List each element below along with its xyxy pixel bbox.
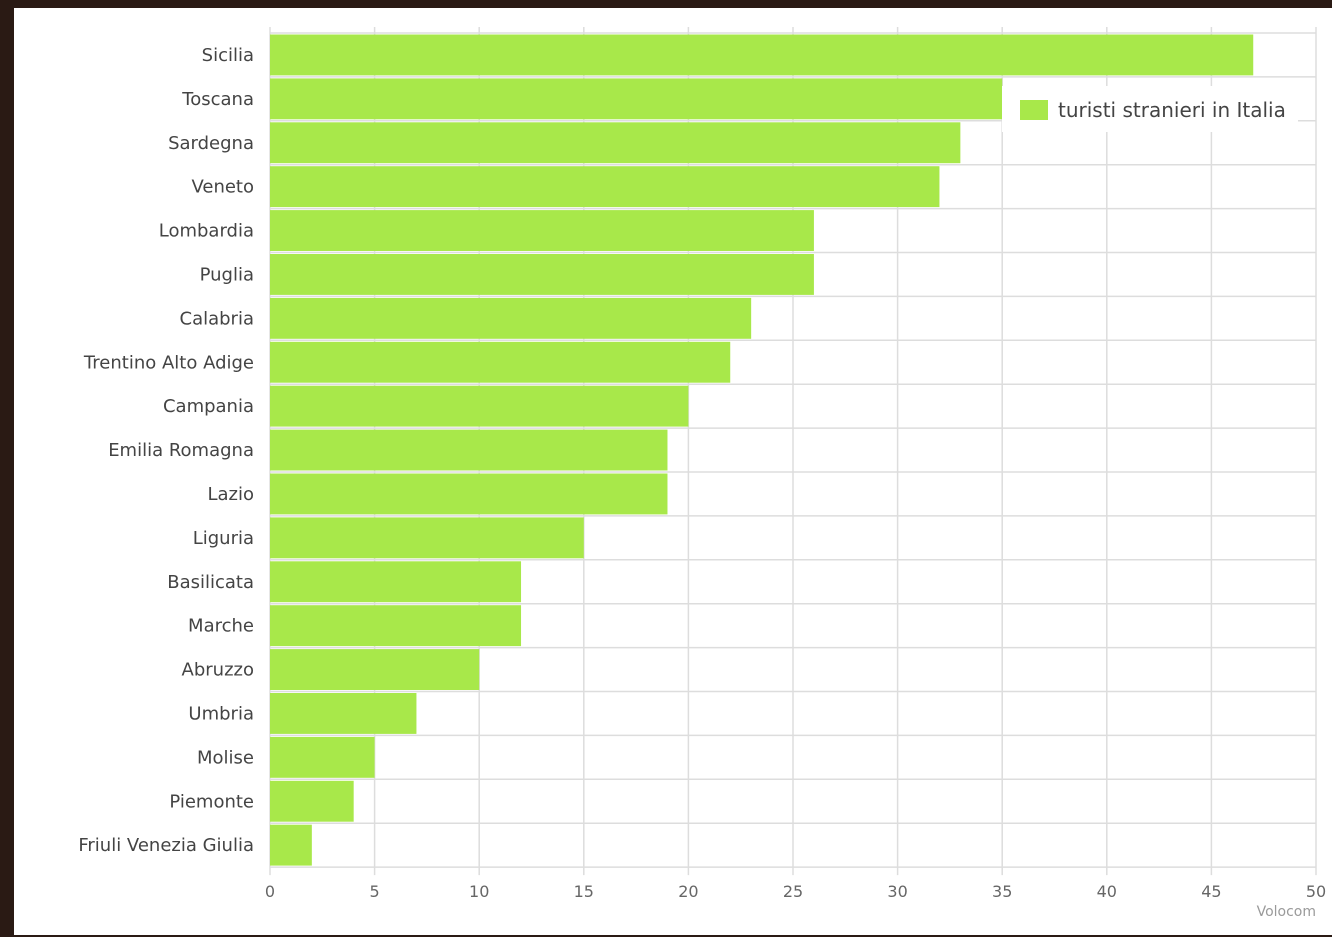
category-label: Liguria: [193, 528, 254, 549]
category-label: Trentino Alto Adige: [83, 352, 254, 373]
category-label: Emilia Romagna: [108, 440, 254, 461]
category-label: Veneto: [191, 177, 254, 198]
x-tick-label: 40: [1097, 882, 1117, 901]
bar: [270, 341, 731, 383]
category-label: Friuli Venezia Giulia: [78, 835, 254, 856]
bar: [270, 429, 668, 471]
x-tick-label: 20: [678, 882, 698, 901]
chart-frame: Sicilia Toscana Sardegna Veneto Lombardia Pug…: [14, 8, 1332, 935]
x-tick-label: 0: [265, 882, 275, 901]
bar: [270, 34, 1254, 76]
bar: [270, 385, 689, 427]
category-label: Sicilia: [202, 45, 254, 66]
category-label: Umbria: [188, 703, 254, 724]
bar: [270, 78, 1003, 120]
category-label: Piemonte: [169, 791, 254, 812]
category-label: Molise: [197, 747, 254, 768]
bar: [270, 780, 354, 822]
category-label: Campania: [163, 396, 254, 417]
category-label: Puglia: [200, 264, 254, 285]
category-label: Basilicata: [167, 572, 254, 593]
category-label: Lombardia: [159, 221, 254, 242]
x-tick-label: 15: [574, 882, 594, 901]
bar: [270, 824, 312, 866]
category-label: Sardegna: [168, 133, 254, 154]
category-labels: Sicilia Toscana Sardegna Veneto Lombardia Pug…: [78, 45, 254, 856]
bar: [270, 122, 961, 164]
category-label: Lazio: [207, 484, 254, 505]
bar: [270, 649, 480, 690]
bar: [270, 297, 752, 339]
legend-box: [1002, 86, 1298, 132]
category-label: Toscana: [181, 89, 254, 110]
x-tick-label: 35: [992, 882, 1012, 901]
bar: [270, 561, 522, 603]
bar: [270, 166, 940, 208]
x-tick-label: 10: [469, 882, 489, 901]
legend: turisti stranieri in Italia: [1002, 86, 1298, 132]
bars: [270, 34, 1254, 866]
bar: [270, 693, 417, 734]
bar: [270, 605, 522, 647]
x-tick-label: 50: [1306, 882, 1326, 901]
legend-swatch: [1020, 100, 1048, 120]
legend-label: turisti stranieri in Italia: [1058, 98, 1286, 122]
category-label: Marche: [188, 616, 254, 637]
bar: [270, 254, 814, 295]
bar: [270, 736, 375, 778]
category-label: Calabria: [180, 308, 255, 329]
x-tick-label: 25: [783, 882, 803, 901]
bar: [270, 473, 668, 515]
bar: [270, 210, 814, 251]
x-tick-labels: 0 5 10 15 20 25 30 35 40 45 50: [265, 882, 1326, 901]
x-tick-label: 5: [370, 882, 380, 901]
x-tick-label: 30: [887, 882, 907, 901]
credit-label: Volocom: [1257, 904, 1316, 920]
bar-chart: Sicilia Toscana Sardegna Veneto Lombardia Pug…: [78, 27, 1326, 920]
bar: [270, 517, 584, 559]
x-tick-label: 45: [1201, 882, 1221, 901]
category-label: Abruzzo: [182, 660, 254, 681]
